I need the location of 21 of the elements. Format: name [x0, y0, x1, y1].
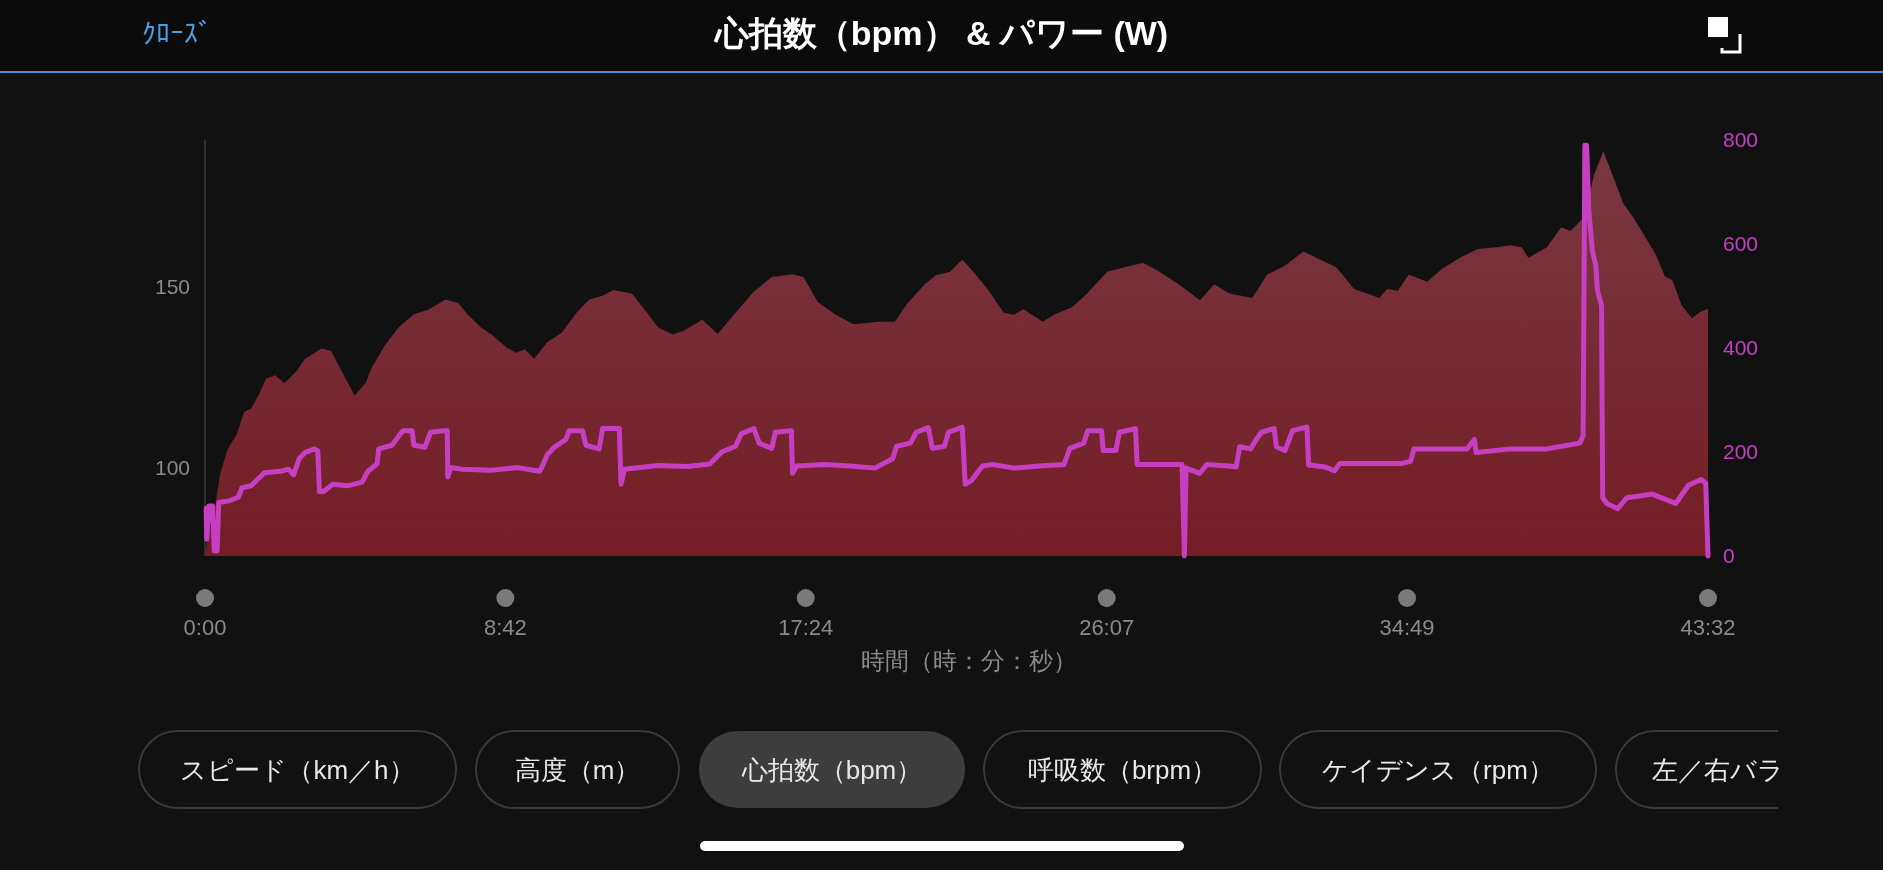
y2-tick-label: 200: [1723, 440, 1759, 463]
x-tick-label: 0:00: [183, 615, 227, 640]
x-tick-label: 43:32: [1680, 615, 1736, 640]
tab-button: 呼吸数（brpm）: [983, 730, 1262, 809]
tab-button: スピード（km／h）: [138, 730, 457, 809]
y2-tick-label: 400: [1723, 336, 1759, 359]
title: 心拍数（bpm） & パワー (W): [714, 14, 1169, 52]
y-tick-label: 100: [154, 455, 190, 479]
y2-tick-label: 600: [1723, 232, 1759, 255]
tab-button: 高度（m）: [475, 730, 680, 809]
tab-button: ケイデンス（rpm）: [1279, 730, 1597, 809]
x-tick-label: 17:24: [778, 615, 834, 640]
x-tick-label: 8:42: [483, 615, 527, 640]
x-axis-label: 時間（時：分：秒）: [860, 647, 1077, 674]
y-tick-label: 150: [154, 275, 190, 299]
close-link: ｸﾛｰｽﾞ: [142, 18, 212, 49]
y2-tick-label: 0: [1723, 544, 1735, 567]
y2-tick-label: 800: [1723, 128, 1759, 151]
x-tick-label: 34:49: [1379, 615, 1435, 640]
x-tick-label: 26:07: [1079, 615, 1135, 640]
tab-button: 心拍数（bpm）: [699, 731, 965, 808]
